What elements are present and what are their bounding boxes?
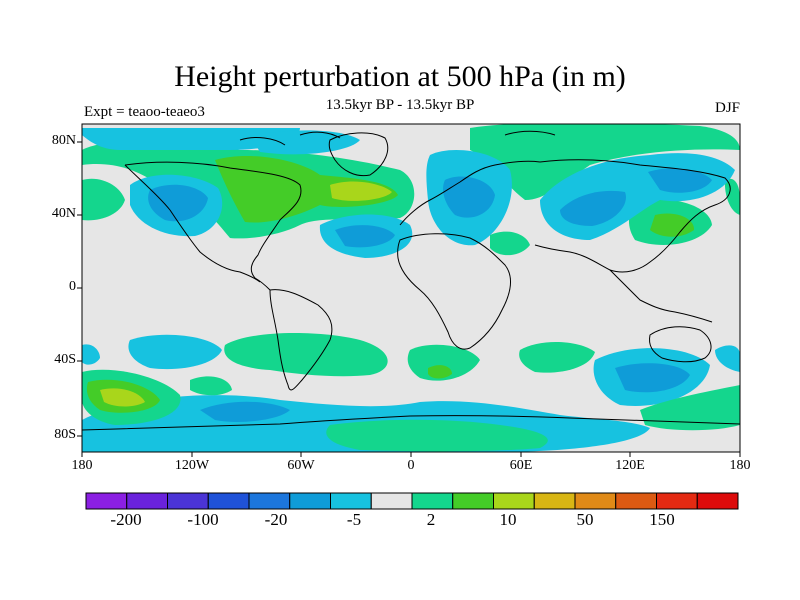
colorbar-swatch — [493, 492, 535, 510]
colorbar-label-5: 2 — [426, 510, 436, 529]
lon-label-120w: 120W — [174, 458, 210, 473]
colorbar-swatch — [126, 492, 168, 510]
contour-se-ridge — [640, 385, 740, 431]
contour-japan-trough-inner — [648, 168, 712, 193]
colorbar-swatch — [330, 492, 372, 510]
coast-asia — [534, 159, 731, 273]
lat-label-40n: 40N — [51, 206, 76, 221]
colorbar-swatch — [85, 492, 128, 510]
contour-antarctic-ridge-2 — [190, 376, 232, 396]
colorbar-swatch — [696, 492, 739, 510]
contour-indian-ridge — [519, 341, 595, 373]
colorbar-swatch — [615, 492, 657, 510]
contour-na-ridge-core — [330, 181, 392, 201]
colorbar-swatch — [411, 492, 454, 510]
colorbar-label-6: 10 — [499, 510, 517, 529]
lat-label-80s: 80S — [54, 427, 76, 442]
colorbar-label-2: -100 — [187, 510, 219, 529]
lat-label-0: 0 — [69, 279, 76, 294]
contour-arctic-ridge — [470, 124, 740, 200]
contour-pacific-ridge — [82, 178, 125, 221]
contour-sw-ridge-core — [100, 388, 145, 407]
contour-se-edge-trough — [715, 345, 740, 372]
colorbar-swatch — [167, 492, 209, 510]
lon-label-180w: 180 — [71, 458, 93, 473]
coast-southeast-asia — [609, 269, 713, 323]
axis-ticks — [77, 141, 741, 457]
colorbar-label-3: -20 — [264, 510, 288, 529]
colorbar-swatch — [452, 492, 494, 510]
contour-antarctic-trough-inner — [200, 401, 290, 422]
coast-arctic-islands — [239, 130, 556, 146]
colorbar-swatch — [289, 492, 331, 510]
contour-ne-africa-ridge — [490, 231, 530, 256]
experiment-label: Expt = teaoo-teaeo3 — [84, 104, 205, 120]
colorbar-swatch — [207, 492, 250, 510]
contour-s-africa-ridge — [407, 344, 480, 381]
colorbar-swatch — [574, 492, 617, 510]
colorbar — [85, 492, 739, 510]
coast-north-america — [124, 161, 302, 291]
contour-westpac-ridge — [724, 178, 740, 215]
contour-s-africa-ridge-inner — [428, 365, 452, 379]
coast-antarctica — [82, 415, 740, 431]
map-subtitle: 13.5kyr BP - 13.5kyr BP — [325, 97, 475, 113]
coastlines — [82, 130, 740, 431]
lon-label-0: 0 — [407, 458, 415, 473]
contour-antarctic-ridge — [326, 419, 548, 452]
coast-south-america — [269, 289, 333, 391]
contour-asia-ridge-inner — [650, 213, 695, 237]
lat-label-80n: 80N — [51, 133, 76, 148]
coast-north-america-west — [124, 164, 261, 283]
season-label: DJF — [714, 100, 740, 116]
contour-siberia-trough-inner — [560, 190, 626, 226]
colorbar-label-8: 150 — [649, 510, 675, 529]
coast-africa — [397, 233, 512, 350]
contour-arctic-trough-2 — [250, 130, 360, 155]
contour-south-atlantic-ridge — [224, 333, 388, 377]
lon-label-180e: 180 — [729, 458, 751, 473]
contour-sw-edge-trough — [82, 344, 100, 365]
colorbar-swatch — [248, 492, 291, 510]
colorbar-label-7: 50 — [576, 510, 594, 529]
colorbar-swatch — [370, 492, 413, 510]
colorbar-label-1: -200 — [110, 510, 142, 529]
lon-label-120e: 120E — [615, 458, 645, 473]
contour-field — [82, 124, 740, 452]
contour-spacific-trough — [128, 334, 222, 370]
contour-npacific-trough-inner — [148, 184, 208, 222]
contour-arctic-trough — [82, 128, 300, 150]
coast-europe — [399, 160, 541, 226]
colorbar-swatch — [656, 492, 698, 510]
contour-atlantic-trough-inner — [335, 225, 395, 248]
contour-europe-trough-inner — [443, 176, 495, 218]
colorbar-label-4: -5 — [346, 510, 362, 529]
lon-label-60w: 60W — [287, 458, 315, 473]
map-title: Height perturbation at 500 hPa (in m) — [174, 60, 626, 93]
lon-label-60e: 60E — [509, 458, 533, 473]
colorbar-swatch — [533, 492, 576, 510]
coast-greenland — [328, 132, 389, 177]
lat-label-40s: 40S — [54, 352, 76, 367]
coast-australia — [649, 326, 712, 363]
contour-ocean-trough-inner — [615, 363, 690, 393]
